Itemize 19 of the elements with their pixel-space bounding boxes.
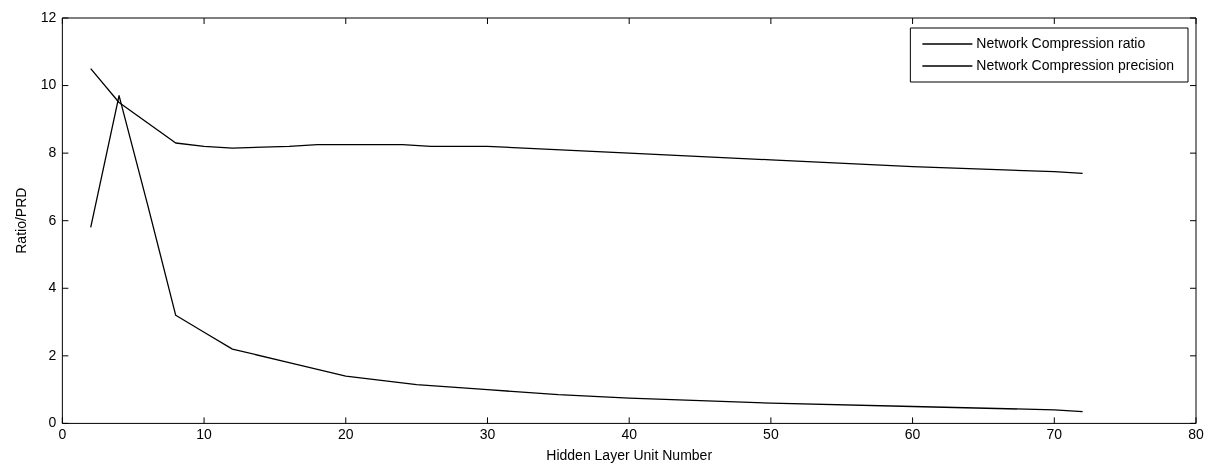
y-tick-label: 2 xyxy=(48,346,57,363)
x-tick-label: 10 xyxy=(196,425,213,442)
y-tick-label: 10 xyxy=(40,76,57,93)
y-tick-label: 8 xyxy=(48,143,57,160)
x-tick-label: 30 xyxy=(479,425,496,442)
x-tick-label: 70 xyxy=(1046,425,1063,442)
y-tick-label: 4 xyxy=(48,279,57,296)
y-tick-label: 6 xyxy=(48,211,57,228)
x-tick-label: 80 xyxy=(1188,425,1204,442)
x-tick-label: 50 xyxy=(763,425,779,442)
x-tick-label: 60 xyxy=(904,425,921,442)
legend-label: Network Compression precision xyxy=(976,56,1175,73)
x-tick-label: 20 xyxy=(337,425,354,442)
x-tick-label: 40 xyxy=(621,425,638,442)
y-axis-title: Ratio/PRD xyxy=(13,187,30,254)
x-axis-title: Hidden Layer Unit Number xyxy=(546,447,713,464)
y-tick-label: 12 xyxy=(40,8,57,25)
legend-label: Network Compression ratio xyxy=(976,34,1146,51)
y-tick-label: 0 xyxy=(48,414,57,431)
